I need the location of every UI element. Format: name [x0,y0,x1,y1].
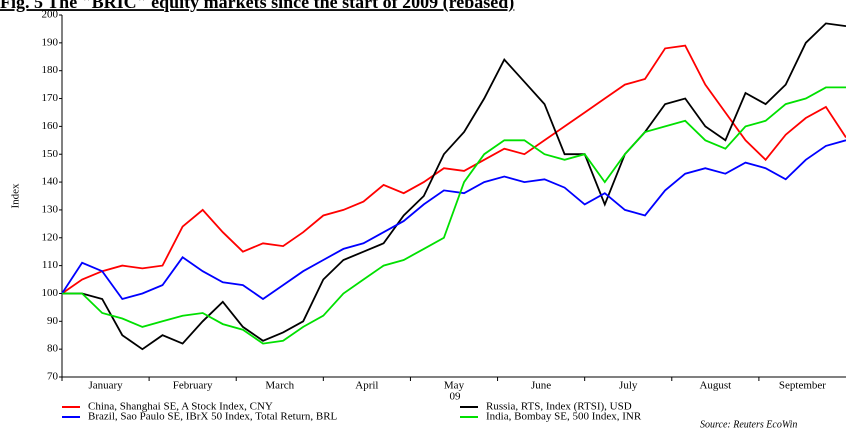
legend-label: Russia, RTS, Index (RTSI), USD [486,401,632,413]
series-line [61,139,846,301]
y-tick-label: 90 [47,315,59,327]
y-tick-label: 100 [42,287,59,299]
x-tick-label: May [444,380,465,392]
y-tick-label: 130 [42,203,59,215]
legend-label: China, Shanghai SE, A Stock Index, CNY [88,401,273,413]
x-tick-label: January [88,380,123,392]
legend-label: Brazil, Sao Paulo SE, IBrX 50 Index, Tot… [88,411,338,423]
x-tick-label: March [265,380,294,392]
y-tick-label: 180 [42,64,59,76]
y-tick-label: 80 [47,343,59,355]
x-tick-label: February [173,380,213,392]
y-axis-label: Index [10,183,22,209]
y-tick-label: 70 [47,371,59,383]
series-line [62,22,846,351]
y-tick-label: 160 [42,120,59,132]
y-tick-label: 190 [42,36,59,48]
y-tick-label: 110 [42,259,59,271]
y-tick-label: 140 [42,176,59,188]
y-tick-label: 200 [42,9,59,21]
series-line [62,86,846,345]
x-tick-label: June [531,380,551,392]
x-tick-label: July [619,380,638,392]
x-tick-label: April [355,380,378,392]
legend-label: India, Bombay SE, 500 Index, INR [486,411,642,423]
chart-title: Fig. 5 The "BRIC" equity markets since t… [0,0,514,13]
y-tick-label: 170 [42,92,59,104]
x-tick-label: September [779,380,826,392]
series-line [61,44,846,295]
source: Source: Reuters EcoWin [700,419,797,429]
year-label: 09 [450,391,462,403]
y-tick-label: 120 [42,231,59,243]
y-tick-label: 150 [42,148,59,160]
x-tick-label: August [699,380,731,392]
